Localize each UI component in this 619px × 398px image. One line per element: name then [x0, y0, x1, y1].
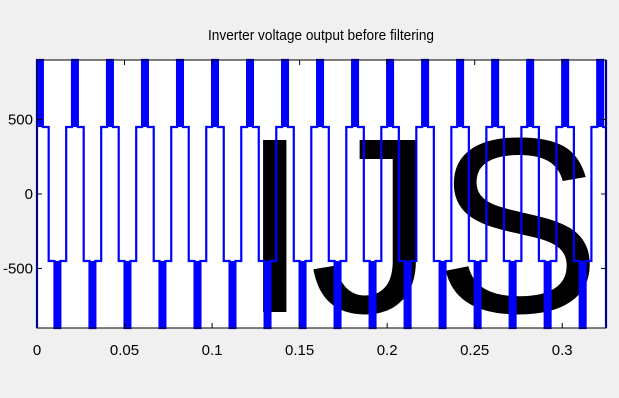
pwm-band: [37, 60, 43, 127]
pwm-band: [509, 261, 516, 328]
pwm-band: [439, 261, 446, 328]
pwm-band: [54, 261, 61, 328]
pwm-band: [527, 60, 534, 127]
pwm-band: [107, 60, 113, 127]
series-layer: [35, 58, 608, 330]
pwm-band: [89, 261, 96, 328]
pwm-band: [597, 60, 604, 127]
pwm-band: [492, 60, 499, 127]
x-tick-label: 0: [33, 342, 41, 359]
pwm-band: [562, 60, 569, 127]
pwm-band: [282, 60, 288, 127]
pwm-band: [352, 60, 358, 127]
pwm-band: [142, 60, 148, 127]
pwm-band: [247, 60, 253, 127]
y-tick-label: 500: [8, 112, 33, 129]
x-tick-label: 0.15: [285, 342, 314, 359]
y-axis: 500 0 -500: [3, 112, 606, 277]
pwm-band: [212, 60, 218, 127]
x-axis: 0 0.05 0.1 0.15 0.2 0.25 0.3: [33, 60, 573, 359]
pwm-band: [422, 60, 429, 127]
pwm-band: [387, 60, 393, 127]
pwm-band: [299, 261, 306, 328]
pwm-band: [334, 261, 341, 328]
x-tick-label: 0.25: [460, 342, 489, 359]
y-tick-label: -500: [3, 260, 33, 277]
chart-title: Inverter voltage output before filtering: [208, 27, 434, 44]
pwm-band: [159, 261, 166, 328]
x-tick-label: 0.1: [202, 342, 223, 359]
pwm-band: [579, 261, 586, 328]
pwm-band: [72, 60, 78, 127]
pwm-band: [229, 261, 236, 328]
pwm-band: [177, 60, 183, 127]
pwm-band: [544, 261, 551, 328]
x-tick-label: 0.05: [110, 342, 139, 359]
pwm-band: [457, 60, 464, 127]
pwm-band: [264, 261, 271, 328]
x-tick-label: 0.2: [377, 342, 398, 359]
x-tick-label: 0.3: [552, 342, 573, 359]
pwm-band: [404, 261, 411, 328]
pwm-band: [317, 60, 323, 127]
y-tick-label: 0: [25, 186, 33, 203]
pwm-band: [474, 261, 481, 328]
pwm-band: [124, 261, 131, 328]
pwm-band: [194, 261, 201, 328]
pwm-band: [369, 261, 376, 328]
